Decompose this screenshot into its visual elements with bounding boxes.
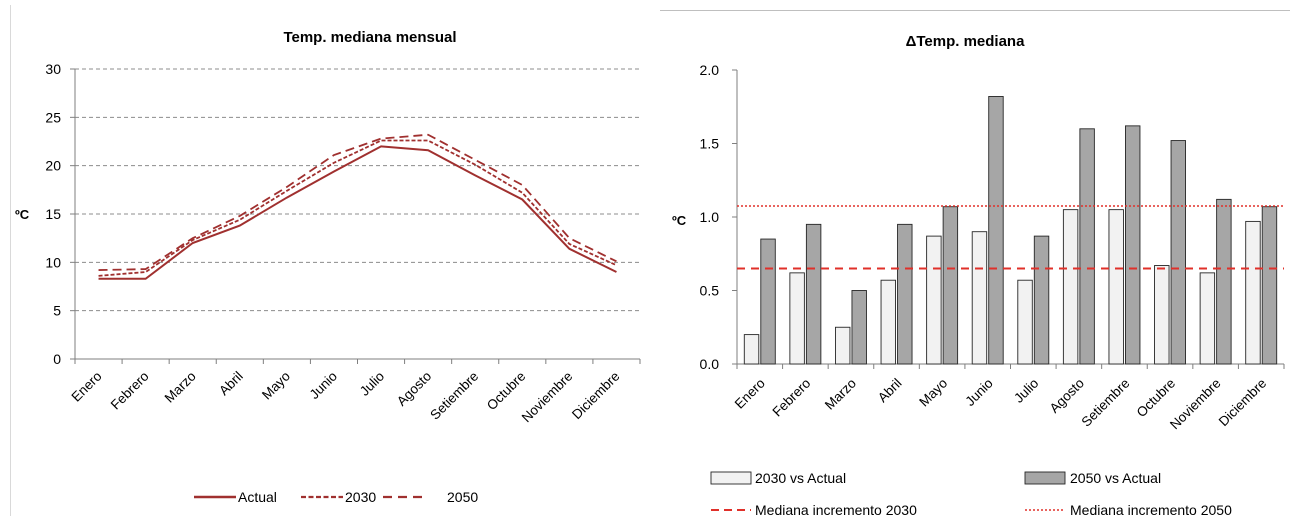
legend-swatch [1024,471,1066,485]
x-tick-label: Setiembre [1078,376,1132,430]
bar-2050 [1033,235,1050,365]
bar-2030 [880,279,896,365]
x-tick-label: Marzo [822,376,859,413]
y-tick-label: 5 [53,303,61,319]
x-tick-label: Mayo [916,376,950,410]
x-tick-label: Diciembre [1216,376,1270,430]
x-tick-label: Abril [875,376,905,406]
x-tick-label: Mayo [259,369,293,403]
bar-2050 [805,223,822,365]
bar-chart-title: ΔTemp. mediana [906,33,1026,50]
bar-2030 [971,231,988,365]
bar-chart: 0.0 0.5 1.0 1.5 2.0 Enero Febrero Marzo Abril May… [700,62,1285,518]
bar-2030 [743,334,760,365]
bar-2050 [1079,128,1095,365]
x-tick-label: Julio [357,369,387,399]
bar-chart-ylabel: ºC [672,213,687,228]
bar-2050 [942,206,959,365]
bar-2030 [1062,209,1079,365]
x-tick-label: Noviembre [519,369,576,426]
x-tick-label: Febrero [769,376,813,420]
y-tick-label: 0 [53,351,61,367]
line-chart: 0 5 10 15 20 25 30 Enero Febrero Marzo Abril Mayo Ju… [45,61,641,505]
x-tick-label: Julio [1011,376,1041,406]
bar-2030 [1199,272,1216,365]
bar-2030 [926,235,942,365]
x-tick-label: Febrero [108,369,152,413]
bar-2050 [1216,198,1232,365]
bar-2030 [1154,265,1170,365]
y-tick-label: 1.0 [700,209,720,225]
series-line-2030 [98,139,617,277]
bar-2050 [988,96,1004,365]
y-tick-label: 2.0 [700,62,720,78]
y-tick-label: 20 [45,158,61,174]
x-tick-label: Agosto [1047,376,1087,416]
x-tick-label: Abril [216,369,246,399]
line-chart-title: Temp. mediana mensual [283,29,456,46]
x-tick-label: Agosto [394,369,434,409]
x-tick-label: Junio [307,369,340,402]
legend-label: 2050 vs Actual [1070,470,1161,486]
bar-2050 [1125,125,1141,365]
series-line-2050 [98,133,617,271]
legend-label: Actual [238,489,277,505]
x-tick-label: Enero [69,369,105,405]
y-tick-label: 15 [45,206,61,222]
bar-2030 [789,272,805,365]
series-line-Actual [98,145,617,280]
x-tick-label: Enero [732,376,768,412]
bar-2050 [760,238,776,365]
legend-label: 2050 [447,489,478,505]
x-tick-label: Setiembre [427,369,481,423]
legend-label: Mediana incremento 2030 [755,502,917,518]
x-tick-label: Diciembre [569,369,623,423]
x-tick-label: Junio [962,376,995,409]
bar-2030 [835,326,851,365]
bar-2050 [897,223,913,365]
y-tick-label: 0.5 [700,283,720,299]
bar-2050 [1261,206,1278,365]
legend-label: Mediana incremento 2050 [1070,502,1232,518]
legend-label: 2030 vs Actual [755,470,846,486]
line-chart-ylabel: ºC [15,207,30,222]
x-tick-label: Octubre [484,369,529,414]
bar-2050 [851,290,867,365]
y-tick-label: 10 [45,254,61,270]
y-tick-label: 1.5 [700,136,720,152]
bar-2030 [1108,209,1124,365]
y-tick-label: 25 [45,109,61,125]
legend-swatch [710,471,752,485]
legend-label: 2030 [345,489,376,505]
x-tick-label: Octubre [1134,376,1179,421]
bar-2050 [1170,140,1186,365]
bar-2030 [1017,279,1033,365]
y-tick-label: 30 [45,61,61,77]
x-tick-label: Marzo [162,369,199,406]
y-tick-label: 0.0 [700,356,720,372]
bar-2030 [1245,220,1261,365]
